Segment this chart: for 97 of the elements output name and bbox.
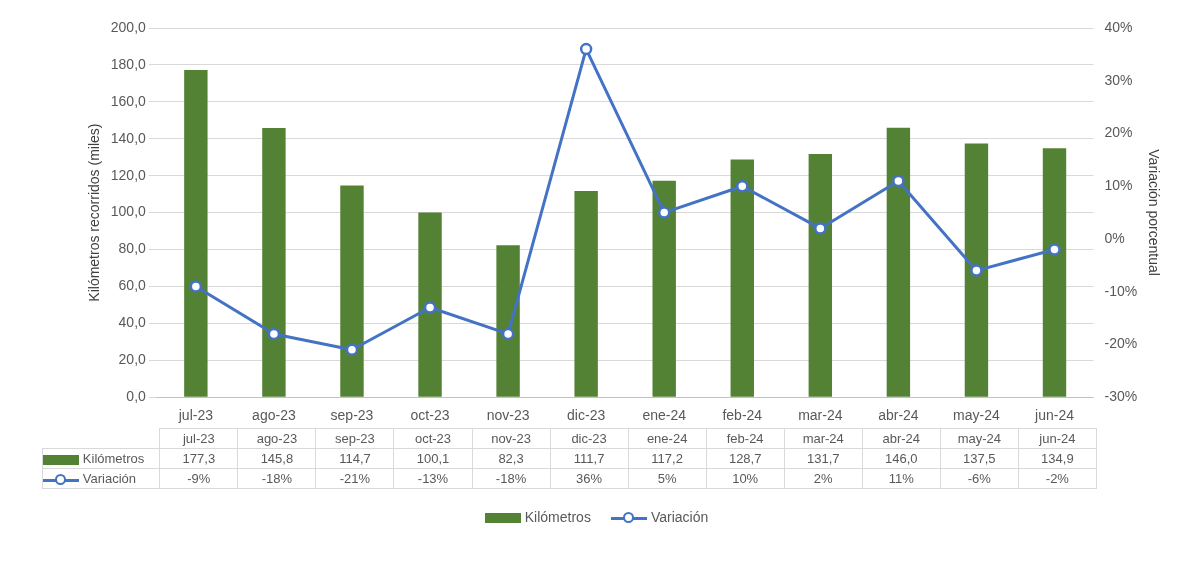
data-label: -18% [237,468,316,489]
category-label: abr-24 [882,431,921,446]
point [189,280,203,293]
category-label: oct-23 [414,431,452,446]
point [423,301,437,314]
bar [808,154,833,397]
category-label: dic-23 [571,431,607,446]
data-label: 100,1 [393,448,473,469]
bar [496,245,520,397]
legend-label: Kilómetros [82,451,145,466]
data-label: 36% [550,468,629,489]
y-tick-label: 20,0 [118,351,147,368]
data-label: 177,3 [159,448,238,469]
point [267,327,281,341]
data-label: -6% [940,468,1019,489]
data-label: 10% [706,468,785,489]
y-tick-label: 120,0 [110,166,147,183]
bar [1042,148,1067,397]
category-label: may-24 [957,431,1001,446]
data-label: -2% [1018,468,1097,489]
legend-label: Variación [82,471,137,486]
data-label: 131,7 [784,448,863,469]
data-label: 145,8 [237,448,316,469]
y-tick-label: 160,0 [110,92,147,109]
point [501,327,515,341]
point [657,206,671,219]
point [970,264,983,277]
point [814,222,827,235]
data-label: 146,0 [862,448,941,469]
y2-tick-label: 0% [1104,229,1125,246]
point [1048,243,1061,256]
x-tick-label: abr-24 [878,407,919,424]
y-axis-title: Kilómetros recorridos (miles) [86,123,103,302]
bar [652,180,676,397]
bar [574,191,598,397]
data-label: -13% [393,468,473,489]
y-tick-label: 140,0 [110,129,147,146]
y2-tick-label: -20% [1104,335,1138,352]
point [736,179,749,193]
x-tick-label: nov-23 [486,407,530,424]
data-label: 111,7 [550,448,629,469]
text: Variación [650,509,709,525]
x-tick-label: jun-24 [1034,407,1075,424]
y-tick-label: 180,0 [110,55,147,72]
x-tick-label: feb-24 [722,407,763,424]
x-tick-label: dic-23 [567,407,606,424]
bar [964,143,989,397]
category-label: ene-24 [646,431,688,446]
data-label: 114,7 [315,448,394,469]
x-tick-label: sep-23 [330,407,374,424]
point [579,42,593,56]
y-tick-label: 200,0 [110,18,147,35]
y2-tick-label: 20% [1104,124,1133,141]
x-tick-label: mar-24 [798,407,843,424]
category-label: jul-23 [182,431,215,446]
data-label: 137,5 [940,448,1019,469]
y-tick-label: 0,0 [126,388,147,405]
data-label: 134,9 [1018,448,1097,469]
data-label: 128,7 [706,448,785,469]
y-tick-label: 100,0 [110,203,147,220]
category-label: feb-24 [726,431,764,446]
point [345,343,359,356]
y2-tick-label: -30% [1104,388,1138,405]
x-tick-label: jul-23 [177,407,214,424]
y2-tick-label: 40% [1104,18,1133,35]
data-label: 2% [784,468,863,489]
category-label: ago-23 [256,431,298,446]
data-label: -18% [472,468,551,489]
data-label: 5% [628,468,707,489]
y2-tick-label: 10% [1104,177,1133,194]
category-label: sep-23 [335,431,375,446]
bar [340,185,364,397]
y2-axis-title: Variación porcentual [1145,149,1162,276]
data-label: -21% [315,468,394,489]
data-label: 82,3 [472,448,551,469]
category-label: nov-23 [491,431,531,446]
data-label: 117,2 [628,448,707,469]
bar [184,69,208,397]
y-tick-label: 80,0 [118,240,147,257]
y-tick-label: 40,0 [118,314,147,331]
category-label: jun-24 [1039,431,1076,446]
text: Kilómetros [524,509,591,525]
bar [418,212,442,397]
point [892,174,905,188]
y2-tick-label: 30% [1104,71,1133,88]
category-label: mar-24 [802,431,844,446]
x-tick-label: ago-23 [252,407,296,424]
y-tick-label: 60,0 [118,277,147,294]
y2-tick-label: -10% [1104,282,1138,299]
data-label: 11% [862,468,941,489]
bar [262,128,286,397]
bar [886,127,911,397]
bar [730,159,754,397]
x-tick-label: may-24 [953,407,1000,424]
x-tick-label: ene-24 [642,407,687,424]
x-tick-label: oct-23 [410,407,450,424]
data-label: -9% [159,468,238,489]
